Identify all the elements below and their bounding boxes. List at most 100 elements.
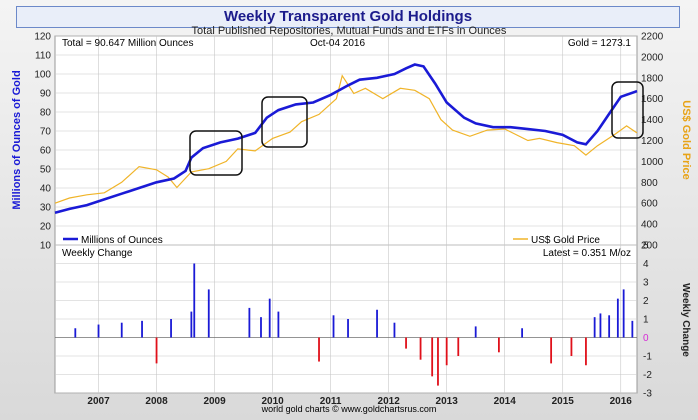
change-bar: [431, 337, 434, 377]
change-bar: [631, 320, 634, 338]
change-bar: [599, 313, 602, 338]
y-tick-label-right: 800: [641, 178, 658, 189]
change-bar: [141, 320, 143, 338]
change-bar: [521, 328, 524, 338]
change-bar: [585, 337, 587, 366]
change-bar: [474, 326, 477, 338]
y-tick-label-right: 600: [641, 199, 658, 210]
chart-subtitle: Total Published Repositories, Mutual Fun…: [191, 25, 507, 37]
change-bar: [207, 289, 210, 338]
chart-title-box: Weekly Transparent Gold Holdings: [16, 6, 680, 28]
x-tick-label: 2008: [145, 396, 168, 407]
change-bar: [405, 337, 407, 349]
y-axis-change-label: Weekly Change: [680, 283, 691, 357]
y-axis-right-ticks: 200 400 600 800 1000 1200 1400 1600 1800 2000 2200: [641, 32, 664, 252]
change-bar: [155, 337, 158, 364]
highlight-box-2016: [611, 81, 644, 139]
y-tick-label-right: 1600: [641, 94, 664, 105]
y-tick-label-right: 2000: [641, 52, 664, 63]
y-tick-label-left: 70: [40, 127, 52, 138]
y-tick-label-left: 40: [40, 184, 52, 195]
latest-annotation: Latest = 0.351 M/oz: [543, 248, 631, 259]
x-tick-label: 2012: [378, 396, 401, 407]
y-axis-left-ticks: 10 20 30 40 50 60 70 80 90 100 110 120: [34, 32, 51, 252]
y-tick-label-right: 200: [641, 241, 658, 252]
x-tick-label: 2013: [436, 396, 459, 407]
change-bar: [268, 298, 271, 338]
date-annotation: Oct-04 2016: [310, 38, 365, 49]
change-bar: [332, 315, 335, 338]
change-bar: [593, 317, 596, 338]
x-tick-label: 2014: [494, 396, 517, 407]
x-tick-label: 2016: [610, 396, 633, 407]
change-bar: [248, 307, 251, 338]
y-tick-label-change: 2: [643, 296, 649, 307]
upper-plot-area: [54, 35, 638, 246]
change-bar: [260, 317, 262, 338]
y-tick-label-left: 50: [40, 165, 52, 176]
y-tick-label-left: 60: [40, 146, 52, 157]
total-annotation: Total = 90.647 Million Ounces: [62, 38, 193, 49]
change-bar: [190, 311, 193, 338]
y-tick-label-left: 80: [40, 108, 52, 119]
change-bar: [376, 309, 378, 338]
change-bar: [570, 337, 573, 356]
y-tick-label-left: 110: [35, 51, 51, 62]
x-tick-label: 2015: [552, 396, 575, 407]
y-tick-label-right: 400: [641, 220, 658, 231]
legend-holdings-label: Millions of Ounces: [81, 235, 163, 246]
change-bar: [120, 322, 123, 338]
weekly-change-bars: [55, 263, 637, 386]
y-tick-label-change: 3: [643, 278, 649, 289]
change-bar: [318, 337, 320, 362]
change-bar: [193, 263, 196, 338]
y-tick-label-change: -2: [643, 370, 652, 381]
change-bar: [74, 328, 77, 338]
change-bar: [170, 319, 172, 338]
y-axis-right-label: US$ Gold Price: [680, 100, 692, 179]
change-bar: [393, 322, 396, 338]
x-tick-label: 2010: [261, 396, 284, 407]
change-bar: [550, 337, 553, 364]
y-tick-label-left: 120: [34, 32, 51, 43]
y-axis-left-label: Millions of Ounces of Gold: [11, 70, 23, 209]
y-tick-label-left: 30: [40, 203, 52, 214]
change-bar: [497, 337, 500, 353]
y-tick-label-change: -3: [643, 389, 652, 400]
y-tick-label-right: 1800: [641, 73, 664, 84]
highlight-box-2010: [261, 96, 308, 148]
y-tick-label-change: 1: [643, 315, 649, 326]
weekly-change-annotation: Weekly Change: [62, 248, 133, 259]
x-tick-label: 2007: [87, 396, 110, 407]
change-bar: [622, 289, 625, 338]
y-tick-label-right: 1000: [641, 157, 664, 168]
change-bar: [277, 311, 280, 338]
y-tick-label-left: 10: [40, 241, 52, 252]
source-credit: world gold charts © www.goldchartsrus.co…: [261, 404, 437, 414]
y-tick-label-left: 100: [34, 70, 51, 81]
change-bar: [437, 337, 439, 386]
change-bar: [419, 337, 422, 360]
x-tick-label: 2009: [203, 396, 226, 407]
highlight-box-2009: [189, 130, 243, 176]
change-bar: [97, 324, 100, 338]
legend-gold-label: US$ Gold Price: [531, 235, 600, 246]
y-tick-label-change: -1: [643, 352, 652, 363]
change-bar: [616, 298, 619, 338]
gold-price-annotation: Gold = 1273.1: [568, 38, 632, 49]
x-axis-ticks: 2007 2008 2009 2010 2011 2012 2013 2014 2015 2016: [87, 396, 632, 407]
y-tick-label-left: 90: [40, 89, 52, 100]
series-line-holdings: [54, 63, 638, 214]
y-tick-label-right: 1200: [641, 136, 664, 147]
y-tick-label-change: 4: [643, 259, 649, 270]
y-axis-change-ticks: -3 -2 -1 0 1 2 3 4 5: [643, 241, 652, 400]
change-bar: [457, 337, 460, 356]
legend: Millions of Ounces US$ Gold Price: [63, 235, 600, 246]
y-tick-label-change: 5: [643, 241, 649, 252]
change-bar: [608, 315, 611, 338]
x-tick-label: 2011: [320, 396, 342, 407]
chart-title: Weekly Transparent Gold Holdings: [223, 8, 473, 25]
y-tick-label-left: 20: [40, 222, 52, 233]
